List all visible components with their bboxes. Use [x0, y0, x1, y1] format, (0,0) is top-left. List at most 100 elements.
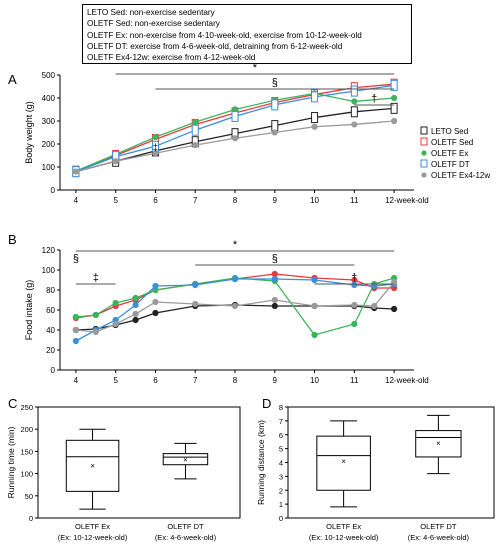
panel-b-x-tick-label: 6	[153, 376, 158, 385]
panel-d-category-label: OLETF DT	[420, 522, 457, 531]
panel-c-y-tick-label: 100	[20, 470, 33, 479]
panel-a-point-oletf-ex4-12w	[72, 168, 80, 175]
panel-b-point-oletf-ex4-12w	[231, 302, 239, 310]
panel-a-y-tick-label: 300	[42, 117, 56, 126]
panel-a-y-tick-label: 500	[42, 71, 56, 80]
panel-b-point-oletf-dt	[371, 282, 378, 290]
panel-c-y-axis-label: Running time (min)	[6, 426, 16, 498]
panel-a-x-tick-label: 8	[233, 196, 238, 205]
panel-b-significance-mark: *	[233, 239, 238, 251]
panel-a-x-tick-label: 6	[153, 196, 158, 205]
panel-b-series-oletf-ex4-12w	[75, 281, 395, 333]
panel-a-x-tick-label: 5	[113, 196, 118, 205]
panel-a-point-leto-sed	[350, 106, 358, 118]
panel-c-mean-marker: ×	[90, 462, 95, 471]
panel-label-c: C	[8, 396, 17, 411]
panel-a-point-oletf-dt	[231, 110, 239, 122]
panel-b-point-oletf-ex4-12w	[192, 300, 199, 308]
panel-a-y-tick-label: 200	[42, 140, 56, 149]
panel-a-point-oletf-dt	[311, 91, 319, 103]
panel-a-legend-marker-oletf-ex4-12w	[421, 172, 427, 178]
panel-b-point-oletf-ex4-12w	[371, 302, 378, 310]
panel-d-category-label: OLETF Ex	[326, 522, 361, 531]
panel-b-point-oletf-ex	[132, 294, 139, 302]
panel-b-point-leto-sed	[271, 302, 278, 310]
panel-c-category-label: OLETF Ex	[75, 522, 110, 531]
panel-label-b: B	[8, 232, 17, 247]
panel-b-x-tick-label: 10	[310, 376, 319, 385]
panel-c-mean-marker: ×	[183, 455, 188, 464]
panel-b-x-tick-label: 8	[233, 376, 238, 385]
panel-b-point-oletf-dt	[152, 282, 159, 290]
panel-a-point-oletf-dt	[390, 79, 398, 91]
panel-a-x-tick-label: 7	[193, 196, 198, 205]
panel-b-series-oletf-dt	[75, 278, 395, 342]
panel-b-y-tick-label: 40	[46, 326, 55, 335]
panel-b-point-leto-sed	[132, 316, 139, 324]
panel-b-point-oletf-ex	[92, 311, 99, 319]
panel-label-d: D	[262, 396, 271, 411]
legend-line-oletf-dt: OLETF DT: exercise from 4-6-week-old, de…	[87, 41, 343, 51]
panel-b-y-axis-label: Food intake (g)	[24, 280, 34, 341]
panel-a-legend-label-oletf-ex4-12w: OLETF Ex4-12w	[431, 171, 490, 180]
panel-a-point-oletf-ex4-12w	[271, 129, 278, 136]
panel-a-point-oletf-ex	[391, 94, 398, 102]
panel-a-x-tick-label: 10	[310, 196, 319, 205]
panel-b-point-oletf-dt	[132, 301, 139, 309]
panel-b-y-tick-label: 100	[42, 266, 56, 275]
panel-a-x-tick-label: 4	[74, 196, 79, 205]
panel-b-point-oletf-ex4-12w	[92, 328, 99, 336]
panel-a-point-leto-sed	[271, 120, 279, 132]
panel-d-y-tick-label: 6	[279, 431, 283, 440]
panel-c-y-tick-label: 50	[25, 492, 33, 501]
panel-a-y-axis-label: Body weight (g)	[24, 101, 34, 164]
panel-b-significance-mark: ‡	[93, 272, 99, 284]
panel-d-y-tick-label: 8	[279, 403, 283, 412]
panel-a-x-tick-label: 11	[350, 196, 359, 205]
panel-c-y-tick-label: 200	[20, 425, 33, 434]
panel-a-point-oletf-ex	[192, 119, 199, 126]
panel-d-y-axis-label: Running distance (km)	[256, 420, 266, 505]
panel-c-frame	[37, 406, 241, 519]
panel-a-point-oletf-ex4-12w	[112, 158, 119, 165]
panel-d-category-sublabel: (Ex: 10-12-week-old)	[309, 533, 379, 542]
panel-a-y-tick-label: 0	[51, 186, 56, 195]
panel-d-y-tick-label: 2	[279, 486, 283, 495]
panel-d-y-tick-label: 5	[279, 445, 283, 454]
panel-a-legend-marker-oletf-ex	[421, 150, 427, 156]
panel-b-point-oletf-ex	[72, 313, 80, 321]
panel-a-significance-mark: §	[272, 77, 278, 89]
panel-b-point-oletf-ex4-12w	[351, 301, 358, 309]
panel-a-significance-mark: †	[371, 93, 377, 105]
panel-a-x-tick-label: 9	[273, 196, 278, 205]
panel-b-series-oletf-ex	[75, 277, 395, 336]
panel-a-legend-marker-oletf-dt	[420, 159, 428, 168]
panel-c-category-sublabel: (Ex: 4-6-week-old)	[155, 533, 217, 542]
panel-a-point-oletf-ex4-12w	[351, 121, 358, 128]
panel-b-point-oletf-ex4-12w	[311, 302, 318, 310]
panel-a-legend-label-oletf-ex: OLETF Ex	[431, 149, 468, 158]
panel-d-y-tick-label: 3	[279, 472, 283, 481]
panel-b-point-leto-sed	[152, 309, 159, 317]
panel-b-point-oletf-ex4-12w	[152, 298, 159, 306]
panel-b-point-oletf-sed	[271, 270, 278, 278]
panel-b-point-oletf-ex4-12w	[132, 310, 139, 318]
panel-a-point-oletf-ex4-12w	[391, 117, 398, 125]
panel-a-y-tick-label: 100	[42, 163, 56, 172]
panel-a-point-oletf-dt	[350, 85, 358, 97]
panel-b-point-oletf-ex	[351, 320, 358, 328]
panel-b-point-oletf-dt	[311, 276, 318, 284]
panel-a-point-oletf-ex4-12w	[311, 123, 318, 130]
panel-b-x-tick-label: 4	[74, 376, 79, 385]
panel-a-legend-label-oletf-sed: OLETF Sed	[431, 138, 473, 147]
panel-b-significance-mark: §	[272, 253, 278, 265]
panel-b-point-oletf-dt	[231, 275, 239, 283]
panel-c-y-tick-label: 0	[29, 514, 33, 523]
panel-b-y-tick-label: 20	[46, 346, 55, 355]
panel-a-legend-label-leto-sed: LETO Sed	[431, 127, 468, 136]
panel-d-y-tick-label: 1	[279, 500, 283, 509]
panel-b-y-tick-label: 60	[46, 306, 55, 315]
panel-b-point-oletf-ex	[311, 331, 318, 339]
panel-b-point-oletf-ex4-12w	[271, 296, 278, 304]
